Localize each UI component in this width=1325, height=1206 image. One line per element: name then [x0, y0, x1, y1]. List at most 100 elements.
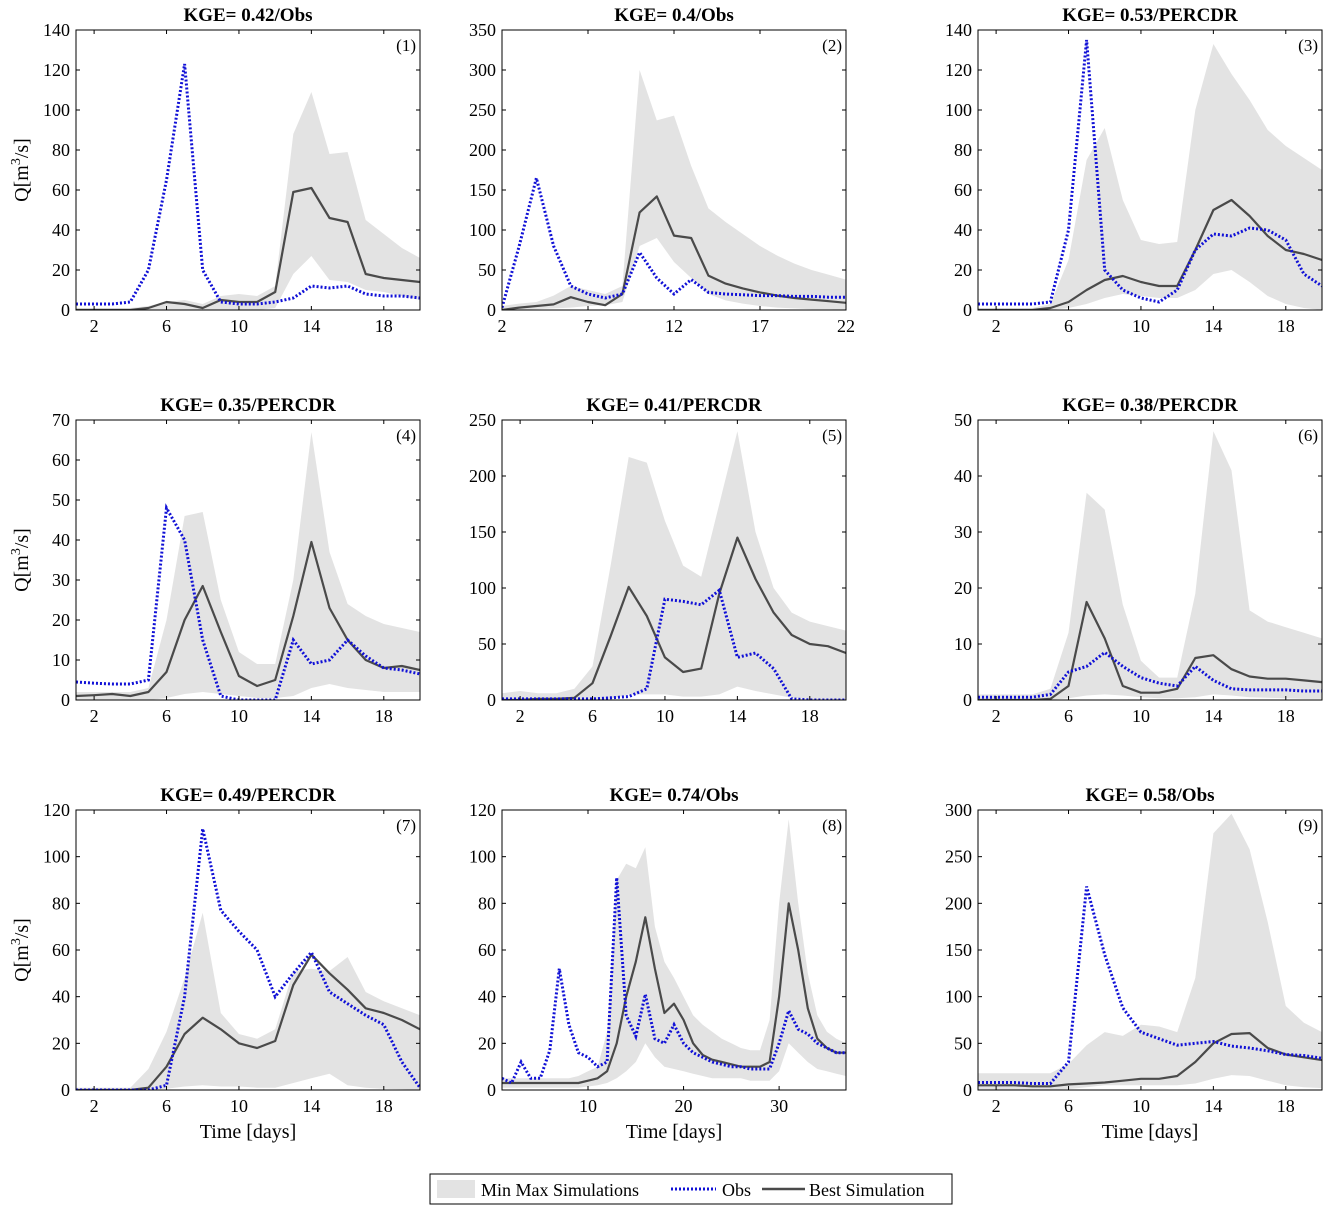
x-tick-label: 10 [230, 1096, 248, 1116]
y-tick-label: 50 [52, 490, 70, 510]
x-axis-label: Time [days] [200, 1121, 296, 1143]
y-tick-label: 250 [469, 100, 496, 120]
x-tick-label: 6 [1064, 706, 1073, 726]
y-tick-label: 20 [52, 260, 70, 280]
subplot-3: 0 20 40 60 80 100 120 140 2 6 10 14 18 KGE= 0.53/PERC… [945, 5, 1323, 336]
legend-band-swatch [437, 1180, 475, 1198]
x-tick-label: 6 [162, 316, 171, 336]
x-tick-label: 20 [675, 1096, 693, 1116]
x-tick-label: 10 [656, 706, 674, 726]
y-tick-label: 50 [478, 260, 496, 280]
obs-line [502, 177, 846, 309]
y-axis-label-superscript: 3 [9, 158, 24, 165]
y-tick-label: 100 [945, 987, 972, 1007]
y-axis-label-part: Q[m [11, 165, 33, 202]
panel-id: (7) [396, 816, 416, 835]
x-axis-label: Time [days] [1102, 1121, 1198, 1143]
minmax-band [502, 431, 846, 700]
x-tick-label: 14 [1204, 1096, 1222, 1116]
legend: Min Max Simulations Obs Best Simulation [429, 1173, 953, 1205]
x-tick-label: 10 [230, 706, 248, 726]
subplot-7: 0 20 40 60 80 100 120 2 6 10 14 18 KGE= 0.49/PERCDR (… [9, 785, 421, 1143]
minmax-band [978, 44, 1322, 310]
legend-obs-label: Obs [722, 1180, 751, 1200]
y-tick-label: 140 [43, 20, 70, 40]
y-tick-label: 120 [43, 800, 70, 820]
y-tick-label: 80 [52, 893, 70, 913]
y-tick-label: 150 [469, 180, 496, 200]
y-tick-label: 100 [43, 847, 70, 867]
obs-line [502, 877, 846, 1086]
y-tick-label: 120 [469, 800, 496, 820]
y-tick-label: 100 [43, 100, 70, 120]
x-tick-label: 2 [992, 706, 1001, 726]
x-axis-label: Time [days] [626, 1121, 722, 1143]
obs-line [978, 39, 1322, 306]
y-tick-label: 10 [954, 634, 972, 654]
subplot-title: KGE= 0.41/PERCDR [586, 395, 762, 416]
minmax-band [502, 70, 846, 310]
y-tick-label: 150 [469, 522, 496, 542]
obs-line [978, 650, 1322, 699]
y-tick-label: 100 [469, 220, 496, 240]
minmax-band [76, 912, 420, 1090]
y-tick-label: 0 [61, 300, 70, 320]
y-tick-label: 60 [52, 940, 70, 960]
y-tick-label: 200 [469, 466, 496, 486]
obs-line [76, 63, 420, 306]
y-axis-label-superscript: 3 [9, 548, 24, 555]
minmax-band [978, 813, 1322, 1090]
y-tick-label: 120 [945, 60, 972, 80]
obs-line [76, 503, 420, 700]
minmax-band [978, 431, 1322, 700]
subplot-title: KGE= 0.49/PERCDR [160, 785, 336, 806]
x-tick-label: 18 [1277, 316, 1295, 336]
legend-band-label: Min Max Simulations [481, 1180, 639, 1200]
minmax-band [502, 819, 846, 1088]
subplot-grid: 0 20 40 60 80 100 120 140 2 6 10 14 18 KGE= 0.42/Obs (… [9, 5, 1323, 1143]
subplot-title: KGE= 0.4/Obs [614, 5, 734, 26]
y-tick-label: 10 [52, 650, 70, 670]
y-tick-label: 300 [469, 60, 496, 80]
y-tick-label: 140 [945, 20, 972, 40]
x-tick-label: 14 [1204, 316, 1222, 336]
y-tick-label: 60 [52, 180, 70, 200]
x-tick-label: 2 [516, 706, 525, 726]
y-axis-label: Q[m3/s] [9, 528, 33, 592]
subplot-title: KGE= 0.42/Obs [183, 5, 312, 26]
y-tick-label: 40 [478, 987, 496, 1007]
x-tick-label: 10 [1132, 316, 1150, 336]
x-tick-label: 12 [665, 316, 683, 336]
y-axis-label-part: /s] [11, 918, 33, 938]
y-tick-label: 70 [52, 410, 70, 430]
y-tick-label: 80 [954, 140, 972, 160]
subplot-6: 0 10 20 30 40 50 2 6 10 14 18 KGE= 0.38/PERCDR (6) [954, 395, 1323, 726]
best-simulation-line [502, 902, 846, 1085]
x-tick-label: 14 [728, 706, 746, 726]
panel-id: (5) [822, 426, 842, 445]
x-tick-label: 2 [90, 706, 99, 726]
panel-id: (1) [396, 36, 416, 55]
y-tick-label: 40 [52, 530, 70, 550]
y-tick-label: 20 [52, 1033, 70, 1053]
x-tick-label: 14 [302, 706, 320, 726]
y-tick-label: 80 [52, 140, 70, 160]
x-tick-label: 2 [90, 316, 99, 336]
subplot-4: 0 10 20 30 40 50 60 70 2 6 10 14 18 KGE= 0.35/PERCDR (… [9, 395, 421, 726]
x-tick-label: 6 [1064, 316, 1073, 336]
y-tick-label: 250 [945, 847, 972, 867]
y-tick-label: 40 [954, 220, 972, 240]
y-tick-label: 60 [52, 450, 70, 470]
y-tick-label: 30 [954, 522, 972, 542]
y-tick-label: 100 [469, 578, 496, 598]
y-tick-label: 20 [954, 260, 972, 280]
obs-line [978, 886, 1322, 1085]
x-tick-label: 6 [588, 706, 597, 726]
y-tick-label: 120 [43, 60, 70, 80]
y-tick-label: 60 [954, 180, 972, 200]
y-tick-label: 30 [52, 570, 70, 590]
panel-id: (3) [1298, 36, 1318, 55]
y-tick-label: 20 [52, 610, 70, 630]
x-tick-label: 10 [579, 1096, 597, 1116]
